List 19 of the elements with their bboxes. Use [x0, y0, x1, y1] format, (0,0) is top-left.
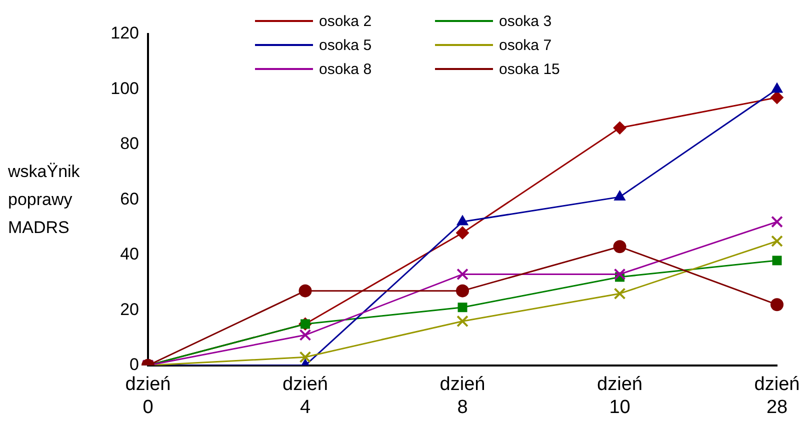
y-tick-label: 100: [110, 78, 139, 98]
legend-label: osoka 15: [499, 60, 560, 78]
legend-label: osoka 8: [319, 60, 372, 78]
y-tick-label: 40: [120, 244, 139, 264]
legend-label: osoka 7: [499, 36, 552, 54]
x-tick-label: dzień 8: [440, 374, 486, 418]
y-tick-label: 20: [120, 300, 139, 319]
x-tick-label: dzień 28: [754, 374, 800, 418]
y-tick-label: 80: [120, 134, 139, 154]
y-axis-title: wskaŸnik poprawy MADRS: [8, 161, 81, 239]
legend-label: osoka 2: [319, 12, 372, 30]
x-tick-label: dzień 10: [597, 374, 642, 418]
legend-label: osoka 3: [499, 12, 552, 30]
legend-label: osoka 5: [319, 36, 372, 54]
y-tick-label: 60: [120, 189, 139, 208]
y-tick-label: 0: [130, 355, 139, 374]
x-tick-label: dzień 0: [125, 374, 171, 418]
y-tick-label: 120: [110, 24, 139, 43]
x-tick-label: dzień 4: [282, 374, 328, 418]
